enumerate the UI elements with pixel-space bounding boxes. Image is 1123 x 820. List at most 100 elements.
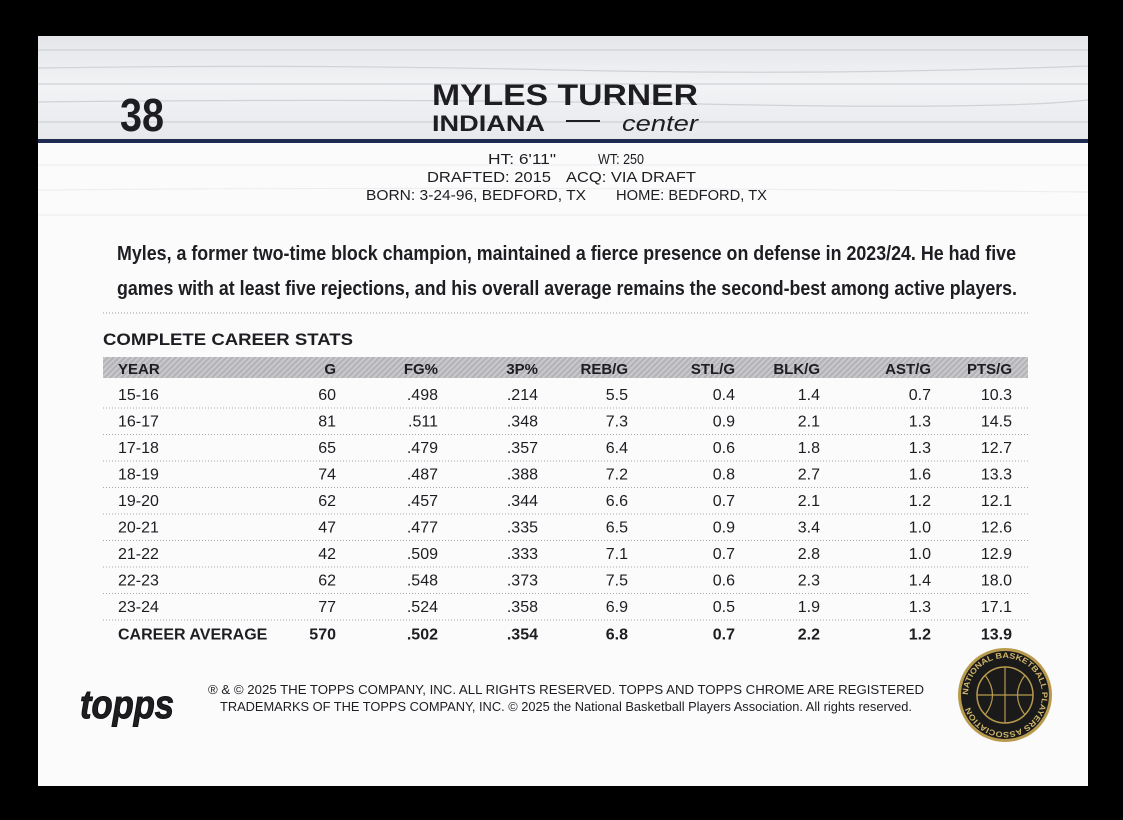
stat-cell: 1.0 — [909, 546, 931, 563]
stat-cell: 0.9 — [713, 414, 735, 431]
career-cell: 6.8 — [606, 627, 628, 644]
stat-cell: 6.4 — [606, 440, 628, 457]
stat-cell: 0.6 — [713, 573, 735, 590]
season: 16-17 — [118, 414, 159, 431]
stat-cell: 77 — [318, 599, 336, 616]
stat-cell: 6.9 — [606, 599, 628, 616]
stat-cell: 2.3 — [798, 573, 820, 590]
column-header: G — [324, 361, 336, 378]
career-cell: 2.2 — [798, 627, 820, 644]
stat-cell: .487 — [407, 467, 438, 484]
stat-cell: 12.9 — [981, 546, 1012, 563]
stat-cell: 0.9 — [713, 520, 735, 537]
stat-cell: 74 — [318, 467, 336, 484]
badge-lines — [977, 667, 1033, 723]
stat-cell: .358 — [507, 599, 538, 616]
height: HT: 6'11" — [488, 151, 556, 168]
copyright: TRADEMARKS OF THE TOPPS COMPANY, INC. © … — [220, 699, 912, 714]
season: 23-24 — [118, 599, 159, 616]
column-header: FG% — [404, 361, 438, 378]
column-header: YEAR — [118, 361, 160, 378]
stat-cell: .373 — [507, 573, 538, 590]
career-cell: 0.7 — [713, 627, 735, 644]
stat-cell: 0.5 — [713, 599, 735, 616]
column-header: 3P% — [506, 361, 538, 378]
season: 18-19 — [118, 467, 159, 484]
nbpa-badge: NATIONAL BASKETBALL PLAYERS ASSOCIATION — [958, 648, 1052, 742]
stat-cell: 1.2 — [909, 493, 931, 510]
stat-cell: 1.4 — [909, 573, 931, 590]
position: center — [622, 111, 700, 136]
stats-header-band — [103, 357, 1028, 378]
column-header: STL/G — [691, 361, 735, 378]
stat-cell: 62 — [318, 493, 336, 510]
stat-cell: 5.5 — [606, 387, 628, 404]
stats-title: COMPLETE CAREER STATS — [103, 330, 353, 349]
stat-cell: 12.6 — [981, 520, 1012, 537]
blurb-line: games with at least five rejections, and… — [117, 278, 1017, 300]
season: 22-23 — [118, 573, 159, 590]
stat-cell: 47 — [318, 520, 336, 537]
stat-cell: 1.8 — [798, 440, 820, 457]
logo-text: topps — [80, 683, 174, 727]
stat-cell: 3.4 — [798, 520, 820, 537]
bio: HT: 6'11" WT: 250 DRAFTED: 2015 ACQ: VIA… — [366, 151, 767, 204]
stat-cell: 1.3 — [909, 414, 931, 431]
stat-cell: 1.3 — [909, 599, 931, 616]
stat-cell: 81 — [318, 414, 336, 431]
stats-table: YEAR G FG% 3P% REB/G STL/G BLK/G AST/G PTS/G 15-1… — [103, 361, 1028, 644]
drafted: DRAFTED: 2015 — [427, 169, 551, 186]
stat-cell: 60 — [318, 387, 336, 404]
column-header: REB/G — [580, 361, 628, 378]
stat-cell: .548 — [407, 573, 438, 590]
player-name: MYLES TURNER — [432, 79, 698, 112]
column-header: BLK/G — [773, 361, 820, 378]
season: 15-16 — [118, 387, 159, 404]
stat-cell: .479 — [407, 440, 438, 457]
stat-cell: .498 — [407, 387, 438, 404]
stat-cell: 0.6 — [713, 440, 735, 457]
stat-cell: .333 — [507, 546, 538, 563]
stat-cell: 6.5 — [606, 520, 628, 537]
season: 20-21 — [118, 520, 159, 537]
stat-cell: 14.5 — [981, 414, 1012, 431]
career-label: CAREER AVERAGE — [118, 627, 268, 644]
column-header: PTS/G — [967, 361, 1012, 378]
stat-cell: 1.9 — [798, 599, 820, 616]
stat-cell: 13.3 — [981, 467, 1012, 484]
stat-cell: 0.7 — [713, 493, 735, 510]
stat-cell: 1.6 — [909, 467, 931, 484]
stat-cell: 1.3 — [909, 440, 931, 457]
stat-cell: .357 — [507, 440, 538, 457]
header-rule — [38, 139, 1088, 143]
stat-cell: 2.8 — [798, 546, 820, 563]
stat-cell: 0.7 — [909, 387, 931, 404]
stat-cell: 0.4 — [713, 387, 735, 404]
stat-cell: 12.1 — [981, 493, 1012, 510]
blurb-line: Myles, a former two-time block champion,… — [117, 243, 1016, 265]
stat-cell: .477 — [407, 520, 438, 537]
card-face — [38, 36, 1088, 786]
career-cell: 1.2 — [909, 627, 931, 644]
copyright: ® & © 2025 THE TOPPS COMPANY, INC. ALL R… — [208, 682, 924, 697]
weight: WT: 250 — [598, 151, 644, 168]
stat-cell: 7.2 — [606, 467, 628, 484]
stat-cell: 2.7 — [798, 467, 820, 484]
stat-cell: .509 — [407, 546, 438, 563]
acquired: ACQ: VIA DRAFT — [566, 169, 696, 186]
stat-cell: 62 — [318, 573, 336, 590]
stat-cell: 2.1 — [798, 414, 820, 431]
stat-cell: 17.1 — [981, 599, 1012, 616]
season: 21-22 — [118, 546, 159, 563]
home: HOME: BEDFORD, TX — [616, 187, 767, 204]
wood-grain — [37, 49, 1089, 216]
stat-cell: 42 — [318, 546, 336, 563]
stat-cell: .524 — [407, 599, 438, 616]
stat-cell: .388 — [507, 467, 538, 484]
stat-cell: 2.1 — [798, 493, 820, 510]
column-header: AST/G — [885, 361, 931, 378]
card-number: 38 — [120, 89, 164, 141]
stat-cell: 0.8 — [713, 467, 735, 484]
